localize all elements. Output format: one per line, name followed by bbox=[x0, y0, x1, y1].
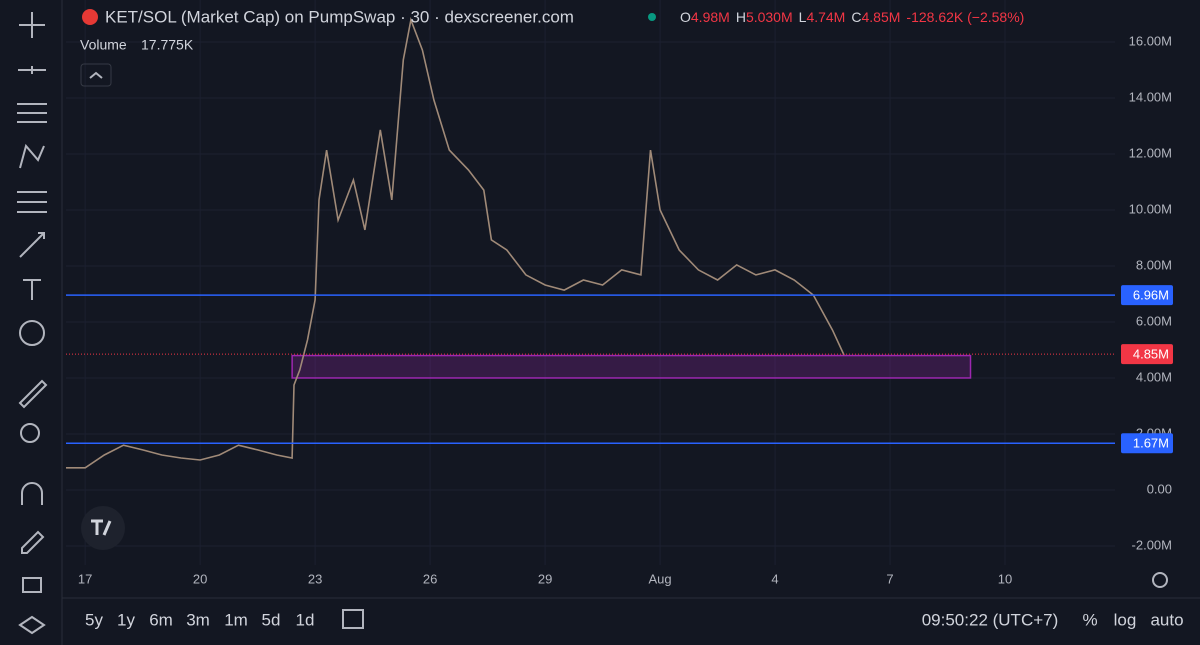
y-tick-label: 16.00M bbox=[1129, 33, 1172, 48]
volume-label: Volume bbox=[80, 37, 127, 53]
range-button[interactable]: 5d bbox=[262, 610, 281, 629]
price-label-box bbox=[1121, 285, 1173, 306]
pencil-icon[interactable] bbox=[21, 530, 45, 554]
lines-icon[interactable] bbox=[17, 103, 47, 123]
change: -128.62K (−2.58%) bbox=[906, 9, 1024, 25]
tv-logo-mark bbox=[91, 519, 112, 536]
range-button[interactable]: 1m bbox=[224, 610, 248, 629]
status-dot bbox=[648, 13, 656, 21]
ohlc-label: H bbox=[736, 9, 746, 25]
arrow-icon[interactable] bbox=[19, 232, 45, 258]
price-label: 1.67M bbox=[1133, 436, 1169, 451]
ohlc: O4.98M H5.030M L4.74M C4.85M -128.62K (−2.58… bbox=[680, 9, 1024, 25]
y-tick-label: 0.00 bbox=[1147, 481, 1172, 496]
left-toolbar bbox=[17, 12, 48, 635]
line-icon[interactable] bbox=[18, 66, 46, 74]
ohlc-label: C bbox=[851, 9, 861, 25]
scale-option[interactable]: % bbox=[1082, 610, 1097, 629]
price-label-box bbox=[1121, 433, 1173, 454]
token-logo bbox=[82, 9, 98, 25]
range-button[interactable]: 1d bbox=[296, 610, 315, 629]
date-range-icon[interactable] bbox=[342, 609, 364, 629]
fib-icon[interactable] bbox=[17, 191, 47, 213]
ohlc-label: L bbox=[799, 9, 807, 25]
ohlc-label: O bbox=[680, 9, 691, 25]
crosshair-icon[interactable] bbox=[19, 12, 45, 38]
chart-title: KET/SOL (Market Cap) on PumpSwap · 30 · … bbox=[105, 7, 574, 26]
settings-icon[interactable] bbox=[1152, 572, 1168, 588]
bottom-toolbar: 5y 1y 6m 3m 1m 5d 1d 09:50:22 (UTC+7)% log auto bbox=[85, 610, 1184, 629]
ohlc-value: 5.030M bbox=[746, 9, 793, 25]
x-tick-label: 7 bbox=[886, 571, 893, 586]
tv-logo bbox=[81, 506, 125, 550]
x-tick-label: 20 bbox=[193, 571, 207, 586]
range-button[interactable]: 5y bbox=[85, 610, 103, 629]
ohlc-value: 4.85M bbox=[861, 9, 900, 25]
magnet-icon[interactable] bbox=[21, 482, 43, 505]
range-button[interactable]: 6m bbox=[149, 610, 173, 629]
ohlc-value: 4.98M bbox=[691, 9, 730, 25]
y-tick-label: 8.00M bbox=[1136, 257, 1172, 272]
plot-area: -2.00M0.002.00M4.00M6.00M8.00M10.00M12.0… bbox=[66, 0, 1173, 586]
x-tick-label: 23 bbox=[308, 571, 322, 586]
x-tick-label: 29 bbox=[538, 571, 552, 586]
collapse-icon bbox=[89, 71, 103, 79]
zone bbox=[291, 354, 972, 379]
ohlc-value: 4.74M bbox=[806, 9, 845, 25]
y-tick-label: -2.00M bbox=[1132, 537, 1172, 552]
price-label-box bbox=[1121, 344, 1173, 365]
collapse-button[interactable] bbox=[80, 63, 112, 87]
zoom-icon[interactable] bbox=[20, 423, 40, 443]
clock: 09:50:22 (UTC+7) bbox=[922, 610, 1059, 629]
price-label: 6.96M bbox=[1133, 288, 1169, 303]
lock-icon[interactable] bbox=[22, 577, 42, 593]
y-tick-label: 4.00M bbox=[1136, 369, 1172, 384]
x-tick-label: 17 bbox=[78, 571, 92, 586]
x-tick-label: 26 bbox=[423, 571, 437, 586]
range-button[interactable]: 1y bbox=[117, 610, 135, 629]
layers-icon[interactable] bbox=[18, 615, 46, 635]
y-tick-label: 14.00M bbox=[1129, 89, 1172, 104]
ruler-icon[interactable] bbox=[18, 379, 48, 409]
price-label: 4.85M bbox=[1133, 347, 1169, 362]
scale-option[interactable]: auto bbox=[1150, 610, 1183, 629]
x-tick-label: 10 bbox=[998, 571, 1012, 586]
y-tick-label: 6.00M bbox=[1136, 313, 1172, 328]
scale-option[interactable]: log bbox=[1114, 610, 1137, 629]
emoji-icon[interactable] bbox=[19, 320, 45, 346]
y-tick-label: 12.00M bbox=[1129, 145, 1172, 160]
x-tick-label: Aug bbox=[648, 571, 671, 586]
pattern-icon[interactable] bbox=[19, 143, 45, 169]
y-tick-label: 10.00M bbox=[1129, 201, 1172, 216]
price-line bbox=[66, 16, 845, 469]
x-tick-label: 4 bbox=[771, 571, 778, 586]
volume-value: 17.775K bbox=[141, 37, 194, 53]
range-button[interactable]: 3m bbox=[186, 610, 210, 629]
text-icon[interactable] bbox=[23, 279, 41, 300]
